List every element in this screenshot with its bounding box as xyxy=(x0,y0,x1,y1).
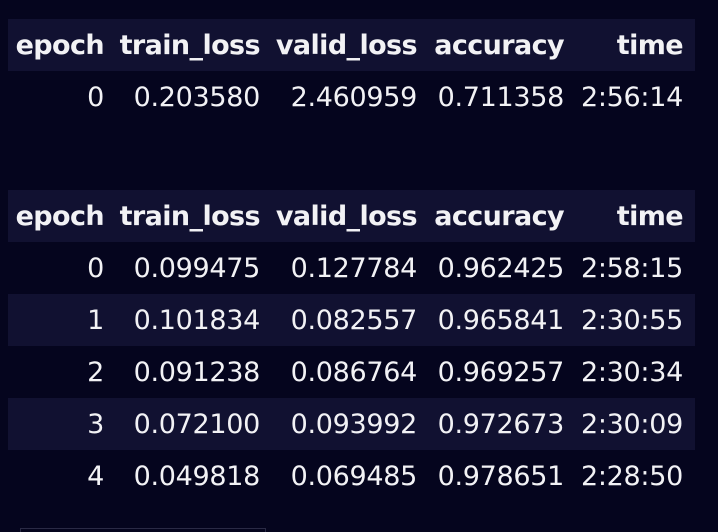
cell-valid-loss: 0.069485 xyxy=(290,460,418,492)
cell-epoch: 0 xyxy=(87,252,104,284)
cell-accuracy: 0.711358 xyxy=(437,81,565,113)
cell-accuracy: 0.962425 xyxy=(437,252,565,284)
table-header-row: epoch train_loss valid_loss accuracy tim… xyxy=(8,190,695,242)
cell-valid-loss: 0.086764 xyxy=(290,356,418,388)
cell-epoch: 1 xyxy=(87,304,104,336)
table-row: 1 0.101834 0.082557 0.965841 2:30:55 xyxy=(8,294,695,346)
cell-time: 2:58:15 xyxy=(581,252,683,284)
column-header-valid-loss: valid_loss xyxy=(275,200,418,232)
cell-train-loss: 0.049818 xyxy=(133,460,261,492)
table-row: 2 0.091238 0.086764 0.969257 2:30:34 xyxy=(8,346,695,398)
cell-time: 2:56:14 xyxy=(581,81,683,113)
cell-time: 2:30:55 xyxy=(581,304,683,336)
cell-epoch: 0 xyxy=(87,81,104,113)
cell-accuracy: 0.972673 xyxy=(437,408,565,440)
column-header-epoch: epoch xyxy=(15,200,105,232)
column-header-valid-loss: valid_loss xyxy=(275,29,418,61)
table-header-row: epoch train_loss valid_loss accuracy tim… xyxy=(8,19,695,71)
cell-epoch: 3 xyxy=(87,408,104,440)
cell-epoch: 2 xyxy=(87,356,104,388)
cell-time: 2:30:34 xyxy=(581,356,683,388)
column-header-time: time xyxy=(616,29,684,61)
table-row: 0 0.203580 2.460959 0.711358 2:56:14 xyxy=(8,71,695,123)
column-header-time: time xyxy=(616,200,684,232)
cell-train-loss: 0.091238 xyxy=(133,356,261,388)
column-header-accuracy: accuracy xyxy=(434,29,564,61)
table-row: 3 0.072100 0.093992 0.972673 2:30:09 xyxy=(8,398,695,450)
column-header-epoch: epoch xyxy=(15,29,105,61)
cell-valid-loss: 2.460959 xyxy=(290,81,418,113)
column-header-train-loss: train_loss xyxy=(119,200,261,232)
cell-time: 2:30:09 xyxy=(581,408,683,440)
cell-train-loss: 0.099475 xyxy=(133,252,261,284)
cell-time: 2:28:50 xyxy=(581,460,683,492)
cell-accuracy: 0.978651 xyxy=(437,460,565,492)
cell-accuracy: 0.965841 xyxy=(437,304,565,336)
table-row: 4 0.049818 0.069485 0.978651 2:28:50 xyxy=(8,450,695,502)
cell-epoch: 4 xyxy=(87,460,104,492)
next-output-box-edge xyxy=(20,528,266,532)
cell-train-loss: 0.203580 xyxy=(133,81,261,113)
cell-valid-loss: 0.082557 xyxy=(290,304,418,336)
column-header-accuracy: accuracy xyxy=(434,200,564,232)
cell-train-loss: 0.072100 xyxy=(133,408,261,440)
training-results-table-2: epoch train_loss valid_loss accuracy tim… xyxy=(8,190,695,502)
training-results-table-1: epoch train_loss valid_loss accuracy tim… xyxy=(8,19,695,123)
cell-train-loss: 0.101834 xyxy=(133,304,261,336)
cell-valid-loss: 0.093992 xyxy=(290,408,418,440)
column-header-train-loss: train_loss xyxy=(119,29,261,61)
table-row: 0 0.099475 0.127784 0.962425 2:58:15 xyxy=(8,242,695,294)
cell-accuracy: 0.969257 xyxy=(437,356,565,388)
cell-valid-loss: 0.127784 xyxy=(290,252,418,284)
